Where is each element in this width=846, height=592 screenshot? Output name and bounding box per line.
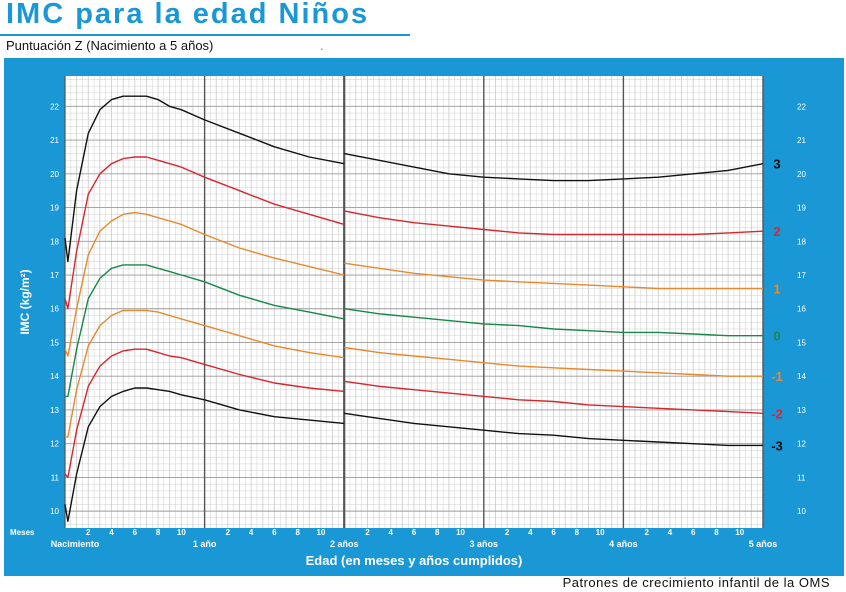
x-tick-label: 6 [133,528,138,537]
y-tick-label-left: 22 [50,102,59,111]
y-tick-label-left: 20 [50,170,59,179]
x-tick-label: 2 [644,528,649,537]
series-label-z-2: -2 [771,406,783,421]
x-tick-label: 6 [412,528,417,537]
series-line-z0 [65,264,345,398]
series-line-z-2 [64,348,345,479]
y-tick-label-right: 19 [797,204,806,213]
series-label-z3: 3 [773,157,780,172]
x-major-label: 4 años [609,539,638,549]
x-major-label: 2 años [330,539,359,549]
y-tick-label-right: 17 [797,271,806,280]
page-subtitle: Puntuación Z (Nacimiento a 5 años) [6,38,214,53]
x-axis-title: Edad (en meses y años cumplidos) [306,553,523,568]
x-major-label: 3 años [470,539,499,549]
x-tick-label: 4 [528,528,533,537]
y-tick-label-right: 16 [797,305,806,314]
x-tick-label: 2 [86,528,91,537]
y-tick-label-left: 15 [50,338,59,347]
series-line-z3 [64,95,345,263]
y-tick-label-left: 13 [50,406,59,415]
y-tick-label-left: 19 [50,204,59,213]
series-label-z-1: -1 [771,369,783,384]
x-tick-label: 6 [272,528,277,537]
series-label-z0: 0 [773,329,780,344]
x-major-label: Nacimiento [51,539,100,549]
series-line-z-3 [344,412,763,447]
series-line-z1 [344,262,763,290]
y-tick-label-right: 15 [797,338,806,347]
y-tick-label-left: 18 [50,237,59,246]
x-tick-label: 10 [596,528,605,537]
y-tick-label-right: 18 [797,237,806,246]
y-tick-label-left: 10 [50,507,59,516]
series-line-z3 [344,152,764,182]
y-tick-label-right: 22 [797,102,806,111]
series-line-z-3 [64,387,345,522]
source-footer: Patrones de crecimiento infantil de la O… [562,575,830,590]
series-label-z2: 2 [773,224,780,239]
x-tick-label: 2 [365,528,370,537]
x-tick-label: 10 [735,528,744,537]
x-tick-label: 2 [226,528,231,537]
y-tick-label-left: 16 [50,305,59,314]
subtitle-mark: . [320,38,324,53]
x-tick-label: 8 [156,528,161,537]
x-tick-label: 4 [109,528,114,537]
y-tick-label-right: 10 [797,507,806,516]
series-line-z-2 [344,380,764,414]
series-line-z2 [344,210,764,236]
x-tick-label: 4 [249,528,254,537]
series-line-z-1 [65,309,345,438]
series-label-z-3: -3 [771,438,783,453]
y-axis-title: IMC (kg/m²) [18,269,32,334]
x-tick-label: 8 [575,528,580,537]
y-tick-label-right: 20 [797,170,806,179]
y-tick-label-right: 12 [797,440,806,449]
x-major-label: 1 año [193,539,217,549]
x-tick-label: 8 [714,528,719,537]
y-tick-label-left: 11 [51,473,60,482]
y-tick-label-left: 12 [50,440,59,449]
series-line-z1 [64,211,345,357]
y-tick-label-right: 11 [797,473,806,482]
x-tick-label: 6 [691,528,696,537]
x-tick-label: 8 [295,528,300,537]
title-underline [0,34,410,36]
y-tick-label-left: 17 [50,271,59,280]
x-tick-label: 2 [505,528,510,537]
chart-panel: 10 10 11 11 12 12 13 13 14 14 15 15 16 16 17 17 18 18 19 19… [4,58,844,576]
y-tick-label-right: 21 [797,136,806,145]
series-label-z1: 1 [773,282,780,297]
x-tick-label: 8 [435,528,440,537]
x-tick-label: 10 [316,528,325,537]
x-major-label: 5 años [749,539,778,549]
y-tick-label-right: 14 [797,372,806,381]
x-tick-label: 10 [456,528,465,537]
x-tick-label: 10 [177,528,186,537]
series-line-z0 [344,308,763,337]
x-tick-label: 6 [551,528,556,537]
y-tick-label-left: 14 [50,372,59,381]
x-tick-label: 4 [668,528,673,537]
y-tick-label-right: 13 [797,406,806,415]
x-unit-label: Meses [10,528,35,537]
series-line-z2 [64,156,345,310]
y-tick-label-left: 21 [50,136,59,145]
x-tick-label: 4 [389,528,394,537]
series-line-z-1 [344,346,763,377]
page-title: IMC para la edad Niños [6,0,370,30]
